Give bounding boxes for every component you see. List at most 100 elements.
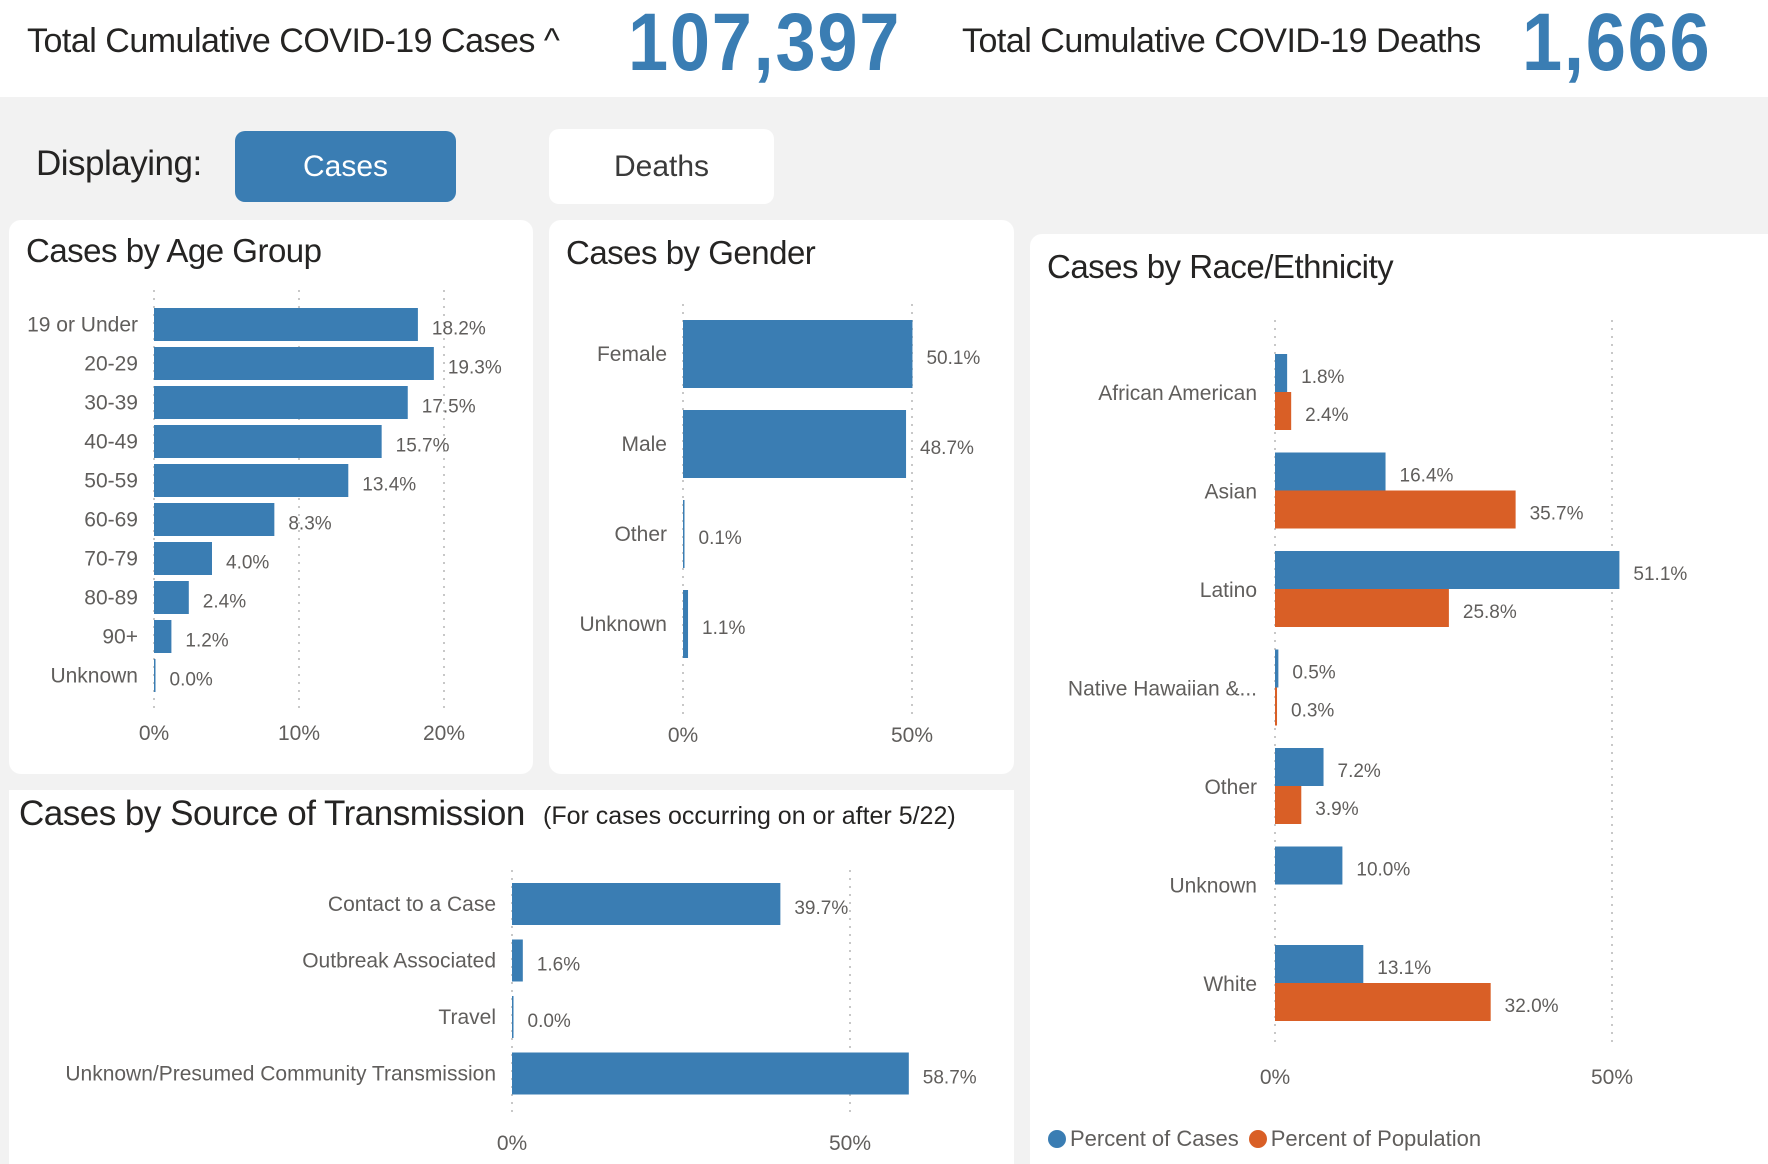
- legend-item-population[interactable]: Percent of Population: [1248, 1126, 1481, 1152]
- transmission-chart: 0% 50% Contact to a Case 39.7% Outbreak Asso…: [65, 870, 977, 1155]
- gender-title: Cases by Gender: [566, 234, 816, 271]
- category-label: Travel: [438, 1006, 496, 1029]
- category-label: Contact to a Case: [328, 893, 496, 916]
- bar-30-39[interactable]: [154, 386, 408, 419]
- bar-20-29[interactable]: [154, 347, 434, 380]
- legend-item-cases[interactable]: Percent of Cases: [1048, 1126, 1239, 1152]
- race-ethnicity-title: Cases by Race/Ethnicity: [1047, 248, 1394, 285]
- category-label: African American: [1098, 382, 1257, 405]
- value-label: 32.0%: [1505, 996, 1559, 1017]
- bar-other-percent-of-population[interactable]: [1275, 786, 1302, 824]
- displaying-label: Displaying:: [36, 144, 202, 183]
- value-label: 16.4%: [1400, 466, 1454, 487]
- age-group-chart: 0% 10% 20% 19 or Under 18.2% 20-29 19.3% 30-39 1…: [27, 290, 502, 745]
- x-tick-label: 0%: [668, 724, 698, 747]
- bar-unknown-percent-of-cases[interactable]: [1275, 846, 1343, 885]
- category-label: Other: [614, 523, 667, 546]
- value-label: 50.1%: [926, 348, 980, 369]
- cases-toggle-button[interactable]: Cases: [235, 131, 456, 202]
- bar-latino-percent-of-population[interactable]: [1275, 589, 1449, 627]
- bar-female[interactable]: [683, 320, 913, 388]
- bar-native-hawaiian-percent-of-cases[interactable]: [1275, 649, 1279, 688]
- bar-contact-to-a-case[interactable]: [512, 883, 781, 925]
- value-label: 2.4%: [203, 592, 246, 613]
- value-label: 17.5%: [422, 397, 476, 418]
- transmission-title: Cases by Source of Transmission: [19, 794, 525, 833]
- bar-70-79[interactable]: [154, 542, 212, 575]
- value-label: 13.1%: [1377, 958, 1431, 979]
- category-label: 20-29: [84, 353, 138, 376]
- bar-other[interactable]: [683, 500, 685, 568]
- bar-white-percent-of-cases[interactable]: [1275, 945, 1364, 983]
- bar-asian-percent-of-population[interactable]: [1275, 490, 1516, 529]
- value-label: 1.8%: [1301, 367, 1344, 388]
- bar-asian-percent-of-cases[interactable]: [1275, 452, 1386, 491]
- bar-60-69[interactable]: [154, 503, 275, 536]
- bar-male[interactable]: [683, 410, 907, 478]
- bar-19-or-under[interactable]: [154, 308, 418, 341]
- category-label: 90+: [102, 626, 138, 649]
- category-label: 30-39: [84, 392, 138, 415]
- value-label: 1.2%: [185, 631, 228, 652]
- value-label: 58.7%: [923, 1068, 977, 1089]
- bar-50-59[interactable]: [154, 464, 349, 497]
- value-label: 10.0%: [1356, 860, 1410, 881]
- legend-dot-population-icon: [1248, 1130, 1267, 1148]
- value-label: 0.3%: [1291, 701, 1334, 722]
- value-label: 3.9%: [1315, 799, 1358, 820]
- bar-outbreak-associated[interactable]: [512, 939, 523, 982]
- bar-african-american-percent-of-cases[interactable]: [1275, 354, 1288, 392]
- legend-label-cases: Percent of Cases: [1070, 1126, 1239, 1151]
- total-cases-label: Total Cumulative COVID-19 Cases ^: [27, 22, 560, 60]
- summary-header: Total Cumulative COVID-19 Cases ^ 107,39…: [0, 0, 1768, 97]
- value-label: 4.0%: [226, 553, 269, 574]
- bar-unknown[interactable]: [154, 659, 156, 692]
- value-label: 1.1%: [702, 618, 745, 639]
- value-label: 1.6%: [537, 955, 580, 976]
- x-tick-label: 0%: [497, 1132, 527, 1155]
- value-label: 39.7%: [794, 898, 848, 919]
- gender-chart: 0% 50% Female 50.1% Male 48.7% Other 0.1% Unknow…: [579, 304, 980, 747]
- bar-other-percent-of-cases[interactable]: [1275, 748, 1324, 786]
- category-label: 70-79: [84, 548, 138, 571]
- race-ethnicity-chart: 0% 50% African American 1.8% 2.4% Asian 16.4% 3…: [1068, 320, 1687, 1089]
- gender-card: Cases by Gender 0% 50% Female 50.1% Male 48.7…: [549, 220, 1014, 774]
- x-tick-label: 50%: [1591, 1066, 1633, 1089]
- category-label: Unknown/Presumed Community Transmission: [65, 1063, 496, 1086]
- bar-white-percent-of-population[interactable]: [1275, 983, 1491, 1021]
- category-label: Unknown: [579, 613, 667, 636]
- total-cases-value: 107,397: [628, 0, 902, 88]
- value-label: 25.8%: [1463, 602, 1517, 623]
- category-label: 19 or Under: [27, 314, 138, 337]
- bar-40-49[interactable]: [154, 425, 382, 458]
- x-tick-label: 10%: [278, 722, 320, 745]
- x-tick-label: 50%: [891, 724, 933, 747]
- category-label: Latino: [1200, 579, 1257, 602]
- bar-unknown[interactable]: [683, 590, 689, 658]
- x-tick-label: 50%: [829, 1132, 871, 1155]
- value-label: 19.3%: [448, 358, 502, 379]
- bar-latino-percent-of-cases[interactable]: [1275, 551, 1620, 589]
- bar-african-american-percent-of-population[interactable]: [1275, 392, 1292, 430]
- bar-unknown-presumed-community-transmission[interactable]: [512, 1052, 909, 1095]
- value-label: 15.7%: [396, 436, 450, 457]
- transmission-card: Cases by Source of Transmission (For cas…: [9, 790, 1014, 1164]
- category-label: Outbreak Associated: [302, 950, 496, 973]
- total-deaths-label: Total Cumulative COVID-19 Deaths: [962, 22, 1481, 60]
- category-label: Unknown: [1169, 875, 1257, 898]
- value-label: 35.7%: [1530, 504, 1584, 525]
- bar-90[interactable]: [154, 620, 172, 653]
- category-label: Native Hawaiian &...: [1068, 678, 1257, 701]
- value-label: 0.0%: [528, 1011, 571, 1032]
- x-tick-label: 0%: [139, 722, 169, 745]
- value-label: 48.7%: [920, 438, 974, 459]
- x-tick-label: 20%: [423, 722, 465, 745]
- value-label: 13.4%: [362, 475, 416, 496]
- bar-travel[interactable]: [512, 996, 514, 1038]
- deaths-toggle-button[interactable]: Deaths: [549, 129, 774, 204]
- bar-native-hawaiian-percent-of-population[interactable]: [1275, 687, 1278, 726]
- bar-80-89[interactable]: [154, 581, 189, 614]
- transmission-subtitle: (For cases occurring on or after 5/22): [543, 802, 956, 830]
- category-label: Other: [1204, 776, 1257, 799]
- value-label: 8.3%: [288, 514, 331, 535]
